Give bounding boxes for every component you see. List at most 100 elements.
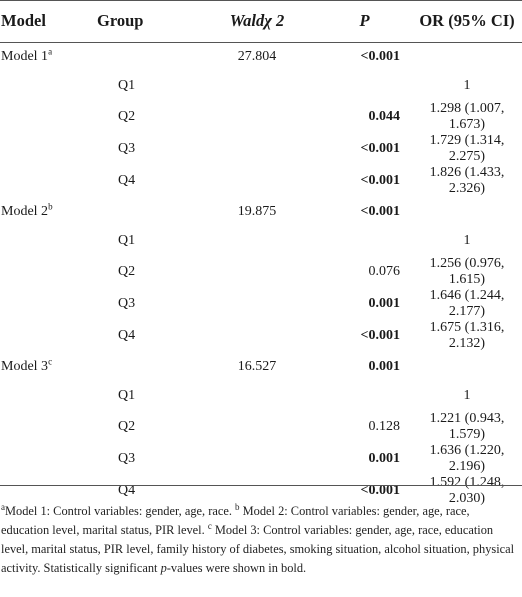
- cell-wald: 27.804: [237, 48, 277, 64]
- cell-p-value: [317, 382, 412, 412]
- cell-p-value: <0.001: [360, 48, 400, 64]
- cell-model: [0, 443, 96, 475]
- results-table: Model Group Waldχ 2 P OR (95% CI) Model …: [0, 0, 522, 507]
- cell-or-ci: 1.592 (1.248, 2.030): [429, 475, 505, 506]
- footnote-a-text: Model 1: Control variables: gender, age,…: [5, 504, 236, 518]
- table-row: Q1 1: [0, 227, 522, 257]
- col-header-wald: Waldχ 2: [229, 11, 285, 30]
- cell-or-ci: 1.826 (1.433, 2.326): [429, 165, 505, 196]
- cell-wald: [197, 165, 317, 197]
- cell-group: Q4: [118, 328, 136, 343]
- cell-or-ci: 1: [463, 388, 471, 404]
- table-row: Q4 <0.001 1.675 (1.316, 2.132): [0, 320, 522, 352]
- cell-model: [0, 411, 96, 443]
- cell-p-value: 0.128: [368, 419, 401, 434]
- cell-or-ci: [412, 352, 522, 382]
- cell-model: [0, 101, 96, 133]
- col-header-model: Model: [1, 11, 46, 30]
- cell-or-ci: 1.729 (1.314, 2.275): [429, 133, 505, 164]
- cell-group: Q4: [118, 483, 136, 498]
- table-row: Q2 0.044 1.298 (1.007, 1.673): [0, 101, 522, 133]
- cell-group: Q3: [118, 141, 136, 156]
- cell-or-ci: [412, 197, 522, 227]
- cell-model: Model 2b: [0, 197, 96, 227]
- model-footnote-marker: c: [48, 356, 53, 367]
- table-row: Q2 0.128 1.221 (0.943, 1.579): [0, 411, 522, 443]
- cell-or-ci: 1.298 (1.007, 1.673): [429, 101, 505, 132]
- cell-wald: 19.875: [237, 203, 277, 219]
- cell-or-ci: 1.646 (1.244, 2.177): [429, 288, 505, 319]
- model-footnote-marker: a: [48, 46, 53, 57]
- cell-model: [0, 165, 96, 197]
- cell-model: [0, 227, 96, 257]
- table-row: Q3 0.001 1.646 (1.244, 2.177): [0, 288, 522, 320]
- cell-p-value: <0.001: [360, 141, 400, 156]
- model-footnote-marker: b: [48, 201, 53, 212]
- cell-model: [0, 72, 96, 102]
- cell-wald: [197, 288, 317, 320]
- cell-p-value: 0.001: [368, 296, 401, 311]
- cell-group: Q2: [118, 109, 136, 124]
- cell-p-value: [317, 227, 412, 257]
- col-header-p: P: [359, 11, 370, 30]
- header-row: Model Group Waldχ 2 P OR (95% CI): [0, 0, 522, 42]
- cell-or-ci: 1: [463, 233, 471, 249]
- footnote-marker-b: b: [235, 501, 240, 512]
- cell-or-ci: 1.221 (0.943, 1.579): [429, 411, 505, 442]
- cell-wald: [197, 382, 317, 412]
- col-header-group: Group: [97, 11, 144, 30]
- cell-model: [0, 320, 96, 352]
- cell-group: Q4: [118, 173, 136, 188]
- footnote-end-text: -values were shown in bold.: [166, 561, 307, 575]
- table-row: Q3 0.001 1.636 (1.220, 2.196): [0, 443, 522, 475]
- cell-group: Q3: [118, 296, 136, 311]
- cell-wald: 16.527: [237, 358, 277, 374]
- cell-or-ci: 1.256 (0.976, 1.615): [429, 256, 505, 287]
- footnote-b-text: Model 2: Control variables: gender, age,…: [1, 504, 470, 537]
- cell-wald: [197, 320, 317, 352]
- cell-wald: [197, 227, 317, 257]
- cell-or-ci: 1.636 (1.220, 2.196): [429, 443, 505, 474]
- footnote-marker-a: a: [1, 501, 5, 512]
- cell-model: [0, 133, 96, 165]
- table-bottom-rule: [0, 485, 522, 486]
- table-top-rule: [0, 0, 522, 1]
- cell-group: Q1: [118, 78, 136, 94]
- table-row: Model 2b 19.875 <0.001: [0, 197, 522, 227]
- cell-p-value: 0.044: [368, 109, 401, 124]
- model-label: Model 3: [1, 358, 49, 374]
- cell-group: Q1: [118, 388, 136, 404]
- cell-group: [96, 42, 197, 72]
- cell-group: [96, 197, 197, 227]
- cell-model: [0, 382, 96, 412]
- table-row: Q2 0.076 1.256 (0.976, 1.615): [0, 256, 522, 288]
- cell-p-value: 0.001: [368, 451, 401, 466]
- cell-wald: [197, 443, 317, 475]
- footnote-p-italic: p: [160, 561, 167, 575]
- cell-wald: [197, 72, 317, 102]
- cell-wald: [197, 101, 317, 133]
- cell-wald: [197, 256, 317, 288]
- footnote-marker-c: c: [207, 520, 212, 531]
- cell-model: Model 3c: [0, 352, 96, 382]
- cell-model: Model 1a: [0, 42, 96, 72]
- cell-p-value: 0.001: [368, 358, 401, 374]
- cell-group: Q2: [118, 264, 136, 279]
- model-label: Model 2: [1, 203, 49, 219]
- model-label: Model 1: [1, 48, 49, 64]
- cell-group: [96, 352, 197, 382]
- table-row: Model 3c 16.527 0.001: [0, 352, 522, 382]
- cell-group: Q2: [118, 419, 136, 434]
- footnote-c-text: Model 3: Control variables: gender, age,…: [1, 523, 515, 575]
- cell-p-value: <0.001: [360, 328, 400, 343]
- col-header-or: OR (95% CI): [419, 11, 515, 30]
- cell-p-value: <0.001: [360, 203, 400, 219]
- cell-group: Q1: [118, 233, 136, 249]
- cell-p-value: [317, 72, 412, 102]
- table-row: Q4 <0.001 1.826 (1.433, 2.326): [0, 165, 522, 197]
- table-body: Model 1a 27.804 <0.001 Q1 1 Q2 0.044 1.298 (1.0…: [0, 42, 522, 507]
- cell-p-value: 0.076: [368, 264, 401, 279]
- cell-or-ci: 1.675 (1.316, 2.132): [429, 320, 505, 351]
- cell-p-value: <0.001: [360, 483, 400, 498]
- cell-model: [0, 256, 96, 288]
